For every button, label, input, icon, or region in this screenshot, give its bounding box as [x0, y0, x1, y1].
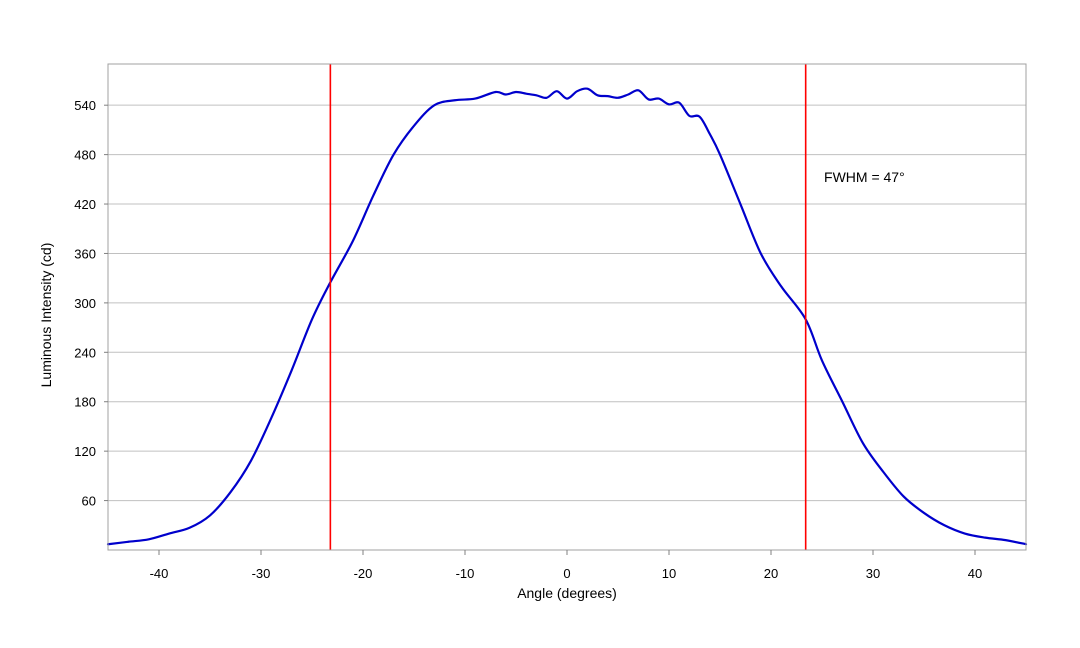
tick-label-y: 480 [74, 148, 96, 163]
tick-label-x: -10 [456, 566, 475, 581]
tick-label-y: 300 [74, 296, 96, 311]
series [106, 87, 1028, 546]
tick-label-y: 60 [82, 494, 96, 509]
tick-label-y: 420 [74, 197, 96, 212]
y-axis-title: Luminous Intensity (cd) [38, 243, 54, 388]
fwhm-markers [329, 64, 807, 550]
tick-label-x: -20 [354, 566, 373, 581]
tick-label-x: -40 [150, 566, 169, 581]
annotations: FWHM = 47° [824, 169, 905, 185]
grid [108, 104, 1026, 502]
series-line [106, 87, 1028, 546]
tick-label-x: 10 [662, 566, 676, 581]
tick-label-y: 180 [74, 395, 96, 410]
tick-labels: 60 120 180 240 300 360 420 480 540 -40 -30 -20 -10 0 1… [74, 98, 982, 581]
tick-label-x: 40 [968, 566, 982, 581]
plot-background [108, 64, 1026, 550]
tick-label-y: 360 [74, 246, 96, 261]
tick-label-y: 240 [74, 345, 96, 360]
tick-label-x: 0 [563, 566, 570, 581]
tick-label-x: 30 [866, 566, 880, 581]
fwhm-annotation: FWHM = 47° [824, 169, 905, 185]
tick-label-x: -30 [252, 566, 271, 581]
x-axis-title: Angle (degrees) [517, 585, 617, 601]
axes-ticks [104, 104, 976, 555]
tick-label-y: 120 [74, 444, 96, 459]
tick-label-y: 540 [74, 98, 96, 113]
tick-label-x: 20 [764, 566, 778, 581]
